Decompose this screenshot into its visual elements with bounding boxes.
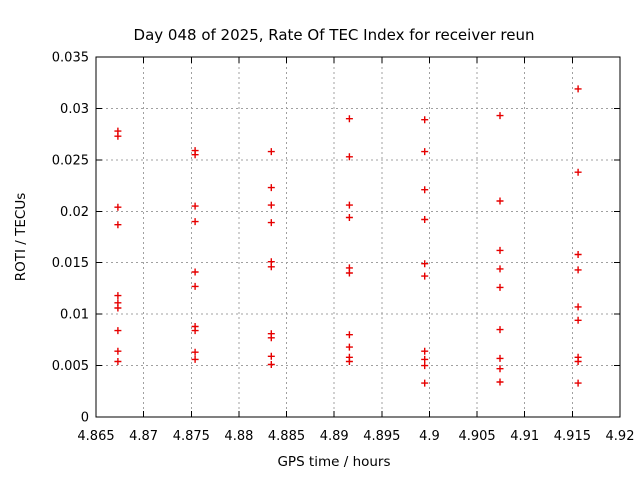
data-point-marker [267, 148, 275, 156]
data-point-marker [114, 327, 122, 335]
data-point-marker [496, 265, 504, 273]
data-point-marker [114, 358, 122, 365]
chart-title: Day 048 of 2025, Rate Of TEC Index for r… [134, 26, 535, 44]
data-point-marker [345, 201, 353, 209]
data-point-marker [114, 292, 122, 300]
data-point-marker [191, 282, 199, 290]
y-tick-label: 0.02 [60, 205, 89, 220]
x-tick-label: 4.865 [77, 429, 114, 444]
data-point-marker [574, 266, 582, 274]
data-point-marker [496, 197, 504, 205]
data-point-marker [114, 347, 122, 355]
data-point-marker [345, 358, 353, 365]
data-point-marker [191, 151, 199, 159]
x-tick-label: 4.91 [510, 429, 539, 444]
data-point-marker [421, 272, 429, 280]
plot-border [95, 56, 621, 418]
y-tick-label: 0 [81, 411, 89, 426]
data-point-marker [496, 354, 504, 362]
data-point-marker [421, 116, 429, 124]
y-tick-label: 0.025 [52, 153, 89, 168]
data-point-marker [421, 260, 429, 268]
y-tick-label: 0.035 [52, 51, 89, 66]
data-point-marker [267, 184, 275, 192]
y-tick-label: 0.005 [52, 359, 89, 374]
data-point-marker [267, 361, 275, 368]
data-point-marker [267, 219, 275, 227]
data-point-marker [191, 348, 199, 356]
x-tick-label: 4.915 [554, 429, 591, 444]
y-tick-label: 0.01 [60, 308, 89, 323]
data-point-marker [191, 268, 199, 276]
data-point-marker [574, 303, 582, 311]
data-point-marker [421, 362, 429, 370]
data-point-marker [574, 168, 582, 176]
data-point-marker [114, 304, 122, 312]
data-point-marker [191, 327, 199, 335]
data-point-marker [191, 355, 199, 363]
data-point-marker [114, 203, 122, 211]
data-point-marker [421, 186, 429, 194]
x-tick-labels: 4.865 4.87 4.875 4.88 4.885 4.89 4.895 4.9 4.905… [77, 429, 634, 444]
x-tick-label: 4.89 [320, 429, 349, 444]
x-tick-label: 4.895 [363, 429, 400, 444]
x-tick-label: 4.92 [606, 429, 635, 444]
data-point-marker [345, 214, 353, 221]
data-point-marker [496, 112, 504, 120]
data-point-marker [574, 316, 582, 324]
data-point-marker [421, 216, 429, 223]
x-tick-label: 4.885 [268, 429, 305, 444]
data-point-marker [345, 115, 353, 123]
grid-lines [95, 56, 621, 418]
data-point-marker [574, 251, 582, 258]
data-point-marker [496, 365, 504, 373]
x-tick-label: 4.88 [224, 429, 253, 444]
y-tick-label: 0.03 [60, 102, 89, 117]
x-tick-label: 4.87 [129, 429, 158, 444]
data-point-marker [267, 201, 275, 209]
y-tick-label: 0.015 [52, 256, 89, 271]
data-point-marker [345, 269, 353, 277]
data-point-marker [191, 218, 199, 226]
data-point-marker [114, 221, 122, 229]
data-point-marker [345, 153, 353, 161]
x-tick-label: 4.875 [173, 429, 210, 444]
data-point-marker [421, 379, 429, 387]
data-point-marker [345, 343, 353, 351]
data-point-marker [496, 326, 504, 334]
x-tick-label: 4.9 [419, 429, 440, 444]
axis-tick-marks [95, 56, 621, 418]
x-axis-label: GPS time / hours [277, 454, 390, 470]
data-point-marker [574, 358, 582, 365]
data-point-marker [496, 246, 504, 254]
data-point-marker [421, 355, 429, 363]
data-points [114, 85, 582, 387]
data-point-marker [421, 148, 429, 156]
data-point-marker [496, 283, 504, 291]
y-axis-label: ROTI / TECUs [13, 193, 29, 281]
data-point-marker [574, 379, 582, 387]
data-point-marker [345, 331, 353, 339]
data-point-marker [496, 378, 504, 386]
data-point-marker [574, 85, 582, 93]
data-point-marker [267, 334, 275, 342]
x-tick-label: 4.905 [458, 429, 495, 444]
data-point-marker [114, 132, 122, 140]
data-point-marker [267, 352, 275, 360]
data-point-marker [421, 347, 429, 355]
data-point-marker [267, 263, 275, 271]
y-tick-labels: 0 0.005 0.01 0.015 0.02 0.025 0.03 0.035 [52, 51, 89, 426]
data-point-marker [191, 202, 199, 210]
